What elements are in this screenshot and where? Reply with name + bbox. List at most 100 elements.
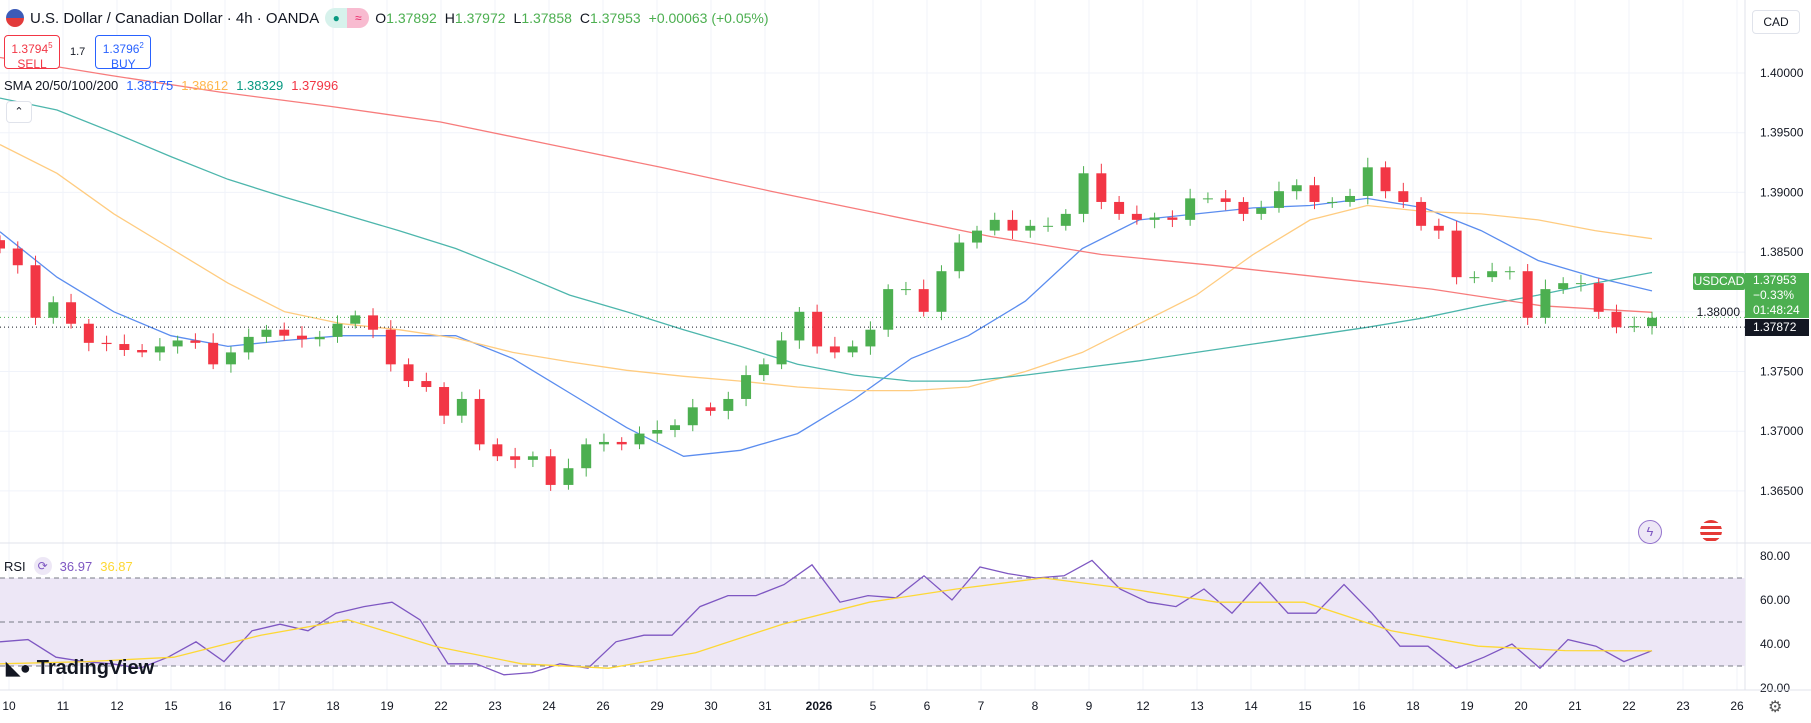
candle-body [119,344,130,351]
candle-body [1007,219,1018,231]
candle-body [368,315,379,330]
price-axis-label: 1.38500 [1760,245,1804,259]
rsi-line [0,559,1653,676]
candle-body [421,381,432,388]
rsi-legend[interactable]: RSI ⟳ 36.97 36.87 [4,557,133,575]
collapse-legend-button[interactable]: ⌃ [6,101,32,123]
price-tag: 1.37953 −0.33% 01:48:24 [1745,273,1809,318]
rsi-ma-line [0,577,1653,669]
candle-body [1167,217,1178,220]
candle-body [439,387,450,416]
time-axis-label: 26 [596,699,610,713]
candle-body [741,375,752,399]
time-axis-label: 31 [758,699,772,713]
candle-body [936,271,947,312]
candle-body [1327,201,1338,203]
candle-body [829,346,840,353]
candle-body [758,364,769,376]
candle-body [687,407,698,426]
candle-body [1433,225,1444,231]
time-axis-label: 11 [57,699,70,713]
candle-body [30,265,41,318]
wave-icon: ≈ [347,8,370,28]
tv-logo-icon: ◣● [6,658,31,678]
candle-body [989,219,1000,231]
candle-body [403,364,414,382]
candle-body [1256,207,1267,214]
time-axis-label: 22 [1622,699,1636,713]
buy-button[interactable]: 1.37962 BUY [95,35,152,71]
candle-body [616,441,627,445]
time-axis-label: 23 [1676,699,1690,713]
price-axis-label: 1.38000 [1697,305,1741,319]
time-axis-label: 22 [434,699,448,713]
candle-body [545,456,556,485]
sell-button[interactable]: 1.37945 SELL [4,35,60,71]
gear-icon[interactable]: ⚙ [1768,699,1783,716]
candle-body [243,336,254,353]
sma-legend[interactable]: SMA 20/50/100/200 1.38175 1.38612 1.3832… [4,78,339,93]
candle-body [1291,185,1302,192]
time-axis-label: 7 [978,699,985,713]
candle-body [847,346,858,353]
candle-body [1202,198,1213,200]
candle-body [385,329,396,365]
candle-body [1043,225,1054,227]
time-axis-label: 13 [1190,699,1204,713]
candle-body [971,230,982,243]
rsi-axis-label: 80.00 [1760,549,1790,563]
candle-body [474,398,485,445]
time-axis-label: 18 [1406,699,1420,713]
candle-body [1416,201,1427,226]
candle-body [1273,191,1284,208]
candle-body [1647,317,1657,327]
candle-body [296,335,307,340]
time-axis-label: 2026 [806,699,833,713]
candle-body [1309,185,1320,202]
candle-body [1611,311,1622,328]
time-axis-label: 16 [1352,699,1366,713]
candle-body [456,398,467,416]
candle-body [172,340,183,347]
candle-body [279,329,290,336]
candle-body [332,323,343,337]
time-axis-label: 12 [1136,699,1150,713]
market-open-dot-icon: ● [325,8,348,28]
price-axis-label: 1.36500 [1760,484,1804,498]
time-axis-label: 8 [1032,699,1039,713]
currency-button[interactable]: CAD [1752,10,1800,34]
price-axis-label: 1.39500 [1760,126,1804,140]
candle-body [634,433,645,445]
price-axis-label: 1.37000 [1760,424,1804,438]
symbol-tag: USDCAD [1693,273,1745,290]
candle-body [154,346,165,353]
lightning-icon[interactable]: ϟ [1638,520,1662,544]
candle-body [883,289,894,330]
market-status[interactable]: ● ≈ [325,8,370,28]
candle-body [776,340,787,365]
candle-body [1629,326,1640,328]
time-axis-label: 24 [542,699,556,713]
time-axis-label: 9 [1086,699,1093,713]
candle-body [918,289,929,312]
sma-100-line [0,97,1653,382]
candle-body [900,289,911,291]
usd-cad-flag-icon [6,9,24,27]
candle-body [1345,195,1356,202]
trade-panel: 1.37945 SELL 1.7 1.37962 BUY [4,35,152,71]
candle-body [794,311,805,341]
candle-body [954,242,965,272]
candle-body [83,323,94,343]
time-axis-label: 14 [1244,699,1258,713]
time-axis-label: 15 [1298,699,1312,713]
candle-body [652,430,663,434]
candle-body [563,468,574,485]
us-flag-event-icon[interactable] [1700,520,1722,542]
candle-body [101,342,112,345]
candle-body [1558,283,1569,290]
time-axis-label: 29 [650,699,664,713]
tradingview-logo[interactable]: ◣● TradingView [6,657,155,679]
candle-body [350,315,361,324]
symbol-title[interactable]: U.S. Dollar / Canadian Dollar · 4h · OAN… [30,9,320,27]
